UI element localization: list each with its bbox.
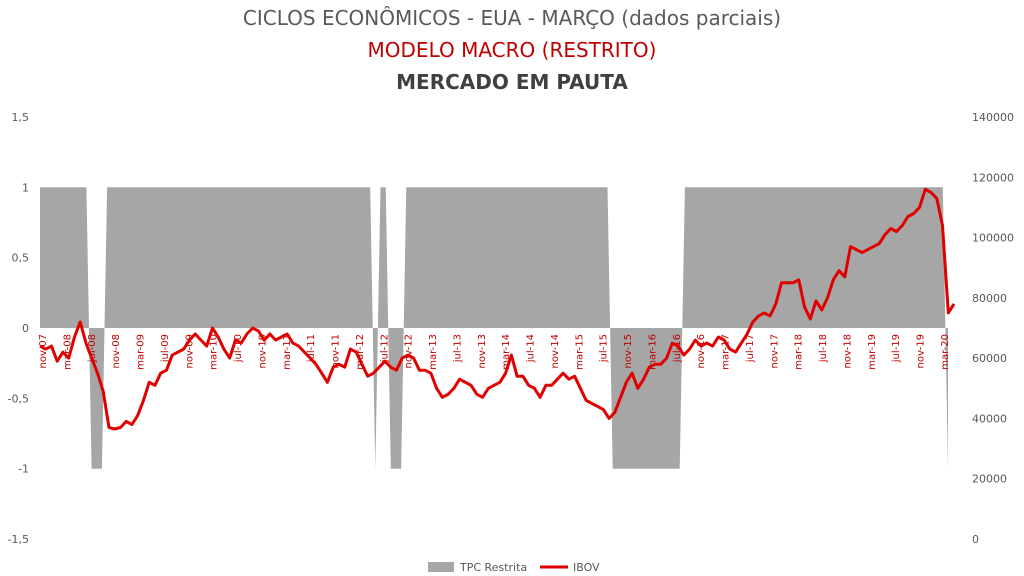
x-tick-label: mar-13 (428, 334, 439, 370)
x-tick-label: mar-20 (940, 334, 951, 370)
x-tick-label: nov-17 (769, 334, 780, 368)
x-tick-label: jul-09 (160, 334, 171, 363)
y-right-tick-label: 120000 (972, 171, 1014, 184)
legend-label-tpc: TPC Restrita (459, 561, 527, 574)
y-left-tick-label: 0,5 (12, 252, 30, 265)
x-tick-label: jul-18 (818, 334, 829, 363)
y-right-tick-label: 20000 (972, 473, 1007, 486)
x-tick-label: mar-16 (648, 334, 659, 370)
y-left-tick-label: 0 (22, 322, 29, 335)
x-tick-label: jul-10 (233, 334, 244, 363)
x-tick-label: mar-17 (721, 334, 732, 370)
y-left-tick-label: 1 (22, 181, 29, 194)
chart-subtitle: MODELO MACRO (RESTRITO) (367, 38, 657, 62)
x-tick-label: mar-11 (282, 334, 293, 370)
x-tick-label: mar-10 (209, 334, 220, 370)
y-left-tick-label: -1,5 (8, 533, 29, 546)
brand-title: MERCADO EM PAUTA (396, 70, 628, 94)
legend-label-ibov: IBOV (573, 561, 600, 574)
tpc-area (40, 187, 948, 469)
x-tick-label: mar-12 (355, 334, 366, 370)
x-tick-label: jul-14 (526, 334, 537, 363)
x-tick-label: nov-13 (477, 334, 488, 368)
x-tick-label: mar-19 (867, 334, 878, 370)
x-tick-label: jul-11 (306, 334, 317, 363)
x-tick-label: mar-08 (62, 334, 73, 370)
y-right-tick-label: 80000 (972, 292, 1007, 305)
x-tick-label: jul-19 (891, 334, 902, 363)
y-right-tick-label: 100000 (972, 232, 1014, 245)
x-tick-label: nov-12 (404, 334, 415, 368)
x-tick-label: jul-08 (87, 334, 98, 363)
x-tick-label: nov-14 (550, 334, 561, 368)
x-tick-label: nov-07 (38, 334, 49, 368)
y-right-tick-label: 60000 (972, 352, 1007, 365)
y-left-tick-label: -0,5 (8, 392, 29, 405)
x-tick-label: nov-11 (331, 334, 342, 368)
legend-swatch-tpc (428, 562, 454, 572)
x-tick-label: mar-09 (136, 334, 147, 370)
x-tick-label: nov-09 (184, 334, 195, 368)
y-right-tick-label: 40000 (972, 412, 1007, 425)
x-tick-label: nov-16 (696, 334, 707, 368)
x-tick-label: nov-10 (257, 334, 268, 368)
x-tick-label: jul-15 (599, 334, 610, 363)
y-left-tick-label: -1 (18, 463, 29, 476)
x-tick-label: nov-15 (623, 334, 634, 368)
x-tick-label: mar-14 (501, 334, 512, 370)
x-tick-label: nov-08 (111, 334, 122, 368)
x-tick-label: nov-18 (843, 334, 854, 368)
y-left-tick-label: 1,5 (12, 111, 30, 124)
ibov-line (39, 187, 956, 431)
x-tick-label: mar-18 (794, 334, 805, 370)
x-tick-label: jul-17 (745, 334, 756, 363)
x-tick-label: mar-15 (574, 334, 585, 370)
x-tick-label: jul-16 (672, 334, 683, 363)
x-tick-label: jul-13 (452, 334, 463, 363)
chart-title: CICLOS ECONÔMICOS - EUA - MARÇO (dados p… (242, 6, 782, 30)
x-tick-label: nov-19 (916, 334, 927, 368)
x-tick-label: jul-12 (379, 334, 390, 363)
y-right-tick-label: 0 (972, 533, 979, 546)
y-right-tick-label: 140000 (972, 111, 1014, 124)
